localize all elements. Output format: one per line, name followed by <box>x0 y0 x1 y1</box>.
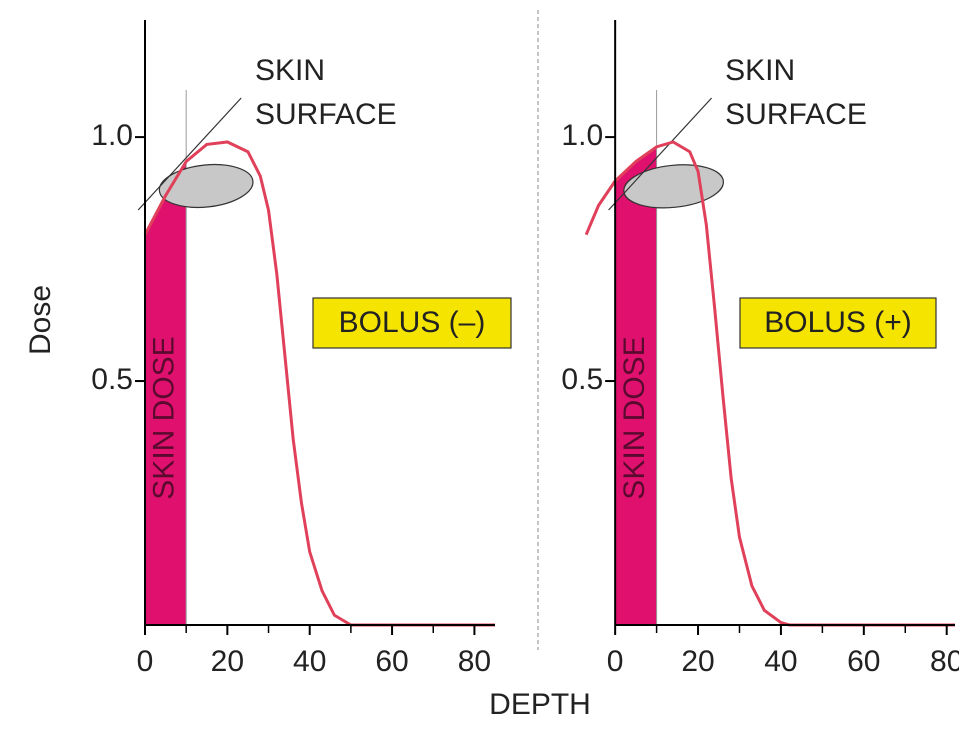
x-tick-label: 40 <box>764 645 797 678</box>
x-tick-label: 80 <box>458 645 491 678</box>
x-tick-label: 20 <box>211 645 244 678</box>
x-axis-label: DEPTH <box>489 688 591 721</box>
surface-label: SURFACE <box>725 98 867 131</box>
x-tick-label: 0 <box>137 645 154 678</box>
chart: Dose DEPTH 0 20 40 60 80 0.5 1.0 SKIN SURFACE BOL… <box>0 0 959 724</box>
skin-dose-label: SKIN DOSE <box>148 336 181 499</box>
x-tick-label: 0 <box>607 645 624 678</box>
x-tick-label: 40 <box>293 645 326 678</box>
surface-label: SKIN <box>725 54 795 87</box>
y-tick-label: 1.0 <box>91 119 133 152</box>
x-tick-label: 60 <box>847 645 880 678</box>
skin-dose-label: SKIN DOSE <box>618 336 651 499</box>
x-tick-label: 80 <box>930 645 959 678</box>
surface-label: SKIN <box>255 54 325 87</box>
dose-curve <box>145 142 495 625</box>
y-tick-label: 0.5 <box>561 363 603 396</box>
x-tick-label: 20 <box>681 645 714 678</box>
y-tick-label: 0.5 <box>91 363 133 396</box>
bolus-label: BOLUS (–) <box>339 306 486 339</box>
bolus-label: BOLUS (+) <box>764 306 912 339</box>
y-tick-label: 1.0 <box>561 119 603 152</box>
y-axis-label: Dose <box>24 285 57 355</box>
surface-label: SURFACE <box>255 98 397 131</box>
x-tick-label: 60 <box>375 645 408 678</box>
